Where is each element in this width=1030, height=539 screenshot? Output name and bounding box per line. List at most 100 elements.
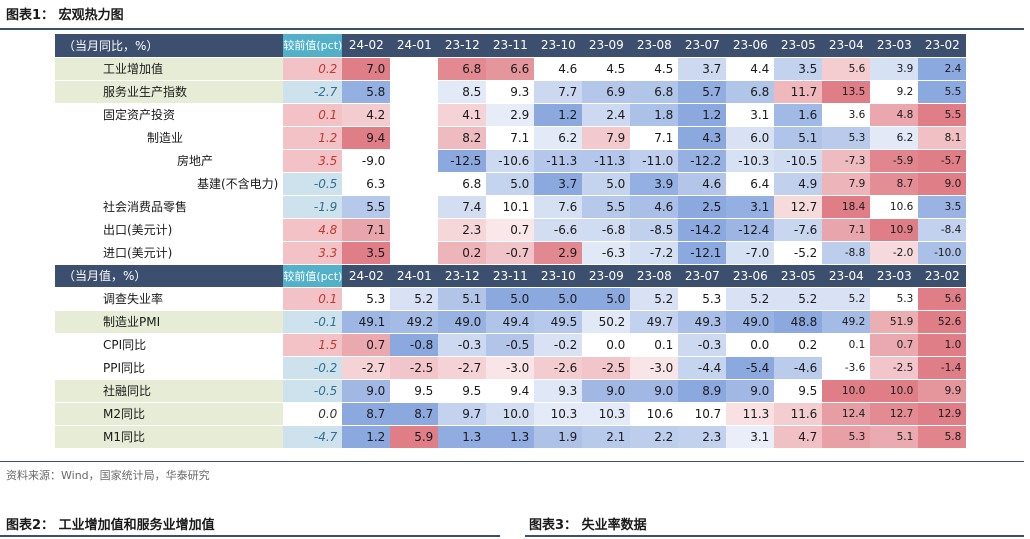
heat-cell: 4.5 — [630, 57, 679, 81]
heat-cell: 5.2 — [822, 287, 871, 311]
row-label: 社会消费品零售 — [55, 195, 284, 219]
heat-cell: 4.8 — [870, 103, 919, 127]
heat-cell: 9.2 — [870, 80, 919, 104]
heat-cell: 1.2 — [678, 103, 727, 127]
title-rule — [0, 28, 1024, 30]
heat-cell: -8.8 — [822, 241, 871, 265]
heat-cell: -2.5 — [582, 356, 631, 380]
heat-cell: 3.1 — [726, 425, 775, 449]
change-value: -0.1 — [283, 310, 343, 334]
heat-cell: 5.8 — [918, 425, 967, 449]
heat-cell: 5.3 — [822, 425, 871, 449]
change-value: 4.8 — [283, 218, 343, 242]
heat-cell: 7.9 — [822, 172, 871, 196]
heat-cell: -0.3 — [438, 333, 487, 357]
month-header: 23-09 — [582, 34, 631, 58]
heat-cell: 49.5 — [534, 310, 583, 334]
row-label: 进口(美元计) — [55, 241, 284, 265]
heat-cell: 4.7 — [774, 425, 823, 449]
heat-cell: 1.2 — [342, 425, 391, 449]
heat-cell: -2.0 — [870, 241, 919, 265]
month-header: 23-02 — [918, 264, 967, 288]
table-row: 社会消费品零售 -1.9 5.5 7.4 10.1 7.6 5.5 4.6 2.5 3.1 12.7… — [55, 195, 967, 219]
heat-cell: 8.1 — [918, 126, 967, 150]
heat-cell: -2.6 — [534, 356, 583, 380]
heat-cell: -8.4 — [918, 218, 967, 242]
heat-cell: 4.2 — [342, 103, 391, 127]
heat-cell: 6.8 — [438, 57, 487, 81]
heat-cell: 6.6 — [486, 57, 535, 81]
heatmap-table: （当月同比，%） 较前值(pct) 24-02 24-01 23-12 23-11 23-1… — [55, 34, 967, 449]
heat-cell: -12.1 — [678, 241, 727, 265]
row-label: 制造业 — [55, 126, 284, 150]
heat-cell: 11.6 — [774, 402, 823, 426]
heat-cell: 49.2 — [822, 310, 871, 334]
heat-cell: 0.2 — [438, 241, 487, 265]
heat-cell: 49.3 — [678, 310, 727, 334]
heat-cell: -12.4 — [726, 218, 775, 242]
heat-cell: 5.1 — [774, 126, 823, 150]
table-row: 服务业生产指数 -2.7 5.8 8.5 9.3 7.7 6.9 6.8 5.7 6.8 11.7 1… — [55, 80, 967, 104]
heat-cell: 5.0 — [486, 172, 535, 196]
heat-cell: 2.5 — [678, 195, 727, 219]
heat-cell: -3.6 — [822, 356, 871, 380]
heat-cell: 4.6 — [630, 195, 679, 219]
heat-cell: 5.7 — [678, 80, 727, 104]
heat-cell: 5.3 — [678, 287, 727, 311]
source-note: 资料来源：Wind，国家统计局，华泰研究 — [6, 469, 210, 482]
heat-cell: 6.2 — [534, 126, 583, 150]
heat-cell: 10.6 — [870, 195, 919, 219]
heat-cell: -11.3 — [582, 149, 631, 173]
heat-cell: 7.4 — [438, 195, 487, 219]
heat-cell: 5.0 — [582, 287, 631, 311]
heat-cell: 9.5 — [438, 379, 487, 403]
figure-title: 图表1： 宏观热力图 — [6, 8, 124, 23]
heat-cell: 8.5 — [438, 80, 487, 104]
heat-cell: 7.9 — [582, 126, 631, 150]
heat-cell: 0.1 — [822, 333, 871, 357]
heat-cell: 7.1 — [486, 126, 535, 150]
change-value: -0.5 — [283, 379, 343, 403]
section-header-label: （当月值，%） — [55, 264, 284, 288]
heat-cell: 1.3 — [438, 425, 487, 449]
figure-2-title: 图表2： 工业增加值和服务业增加值 — [6, 518, 215, 533]
heat-cell: 0.2 — [774, 333, 823, 357]
heat-cell — [390, 103, 439, 127]
heat-cell: 5.5 — [918, 103, 967, 127]
heat-cell: 9.3 — [486, 80, 535, 104]
month-header: 23-07 — [678, 34, 727, 58]
row-label: M1同比 — [55, 425, 284, 449]
heat-cell: 6.8 — [726, 80, 775, 104]
heat-cell: 49.0 — [438, 310, 487, 334]
heat-cell: 8.2 — [438, 126, 487, 150]
change-value: -1.9 — [283, 195, 343, 219]
table-row: 制造业 1.2 9.4 8.2 7.1 6.2 7.9 7.1 4.3 6.0 5.1 5.3 6.2 8… — [55, 126, 967, 150]
heat-cell: 3.1 — [726, 195, 775, 219]
heat-cell — [390, 80, 439, 104]
change-value: 0.0 — [283, 402, 343, 426]
heat-cell: -6.6 — [534, 218, 583, 242]
heat-cell: 5.3 — [342, 287, 391, 311]
heat-cell: -7.2 — [630, 241, 679, 265]
heat-cell: 5.6 — [918, 287, 967, 311]
heat-cell: -5.2 — [774, 241, 823, 265]
heat-cell: 5.5 — [918, 80, 967, 104]
heat-cell: 5.6 — [822, 57, 871, 81]
heat-cell: 4.3 — [678, 126, 727, 150]
heat-cell: 0.7 — [870, 333, 919, 357]
heat-cell: -5.9 — [870, 149, 919, 173]
heat-cell: 9.5 — [774, 379, 823, 403]
heat-cell: -7.6 — [774, 218, 823, 242]
change-value: -4.7 — [283, 425, 343, 449]
month-header: 24-02 — [342, 34, 391, 58]
row-label: 调查失业率 — [55, 287, 284, 311]
heat-cell: 13.5 — [822, 80, 871, 104]
month-header: 23-06 — [726, 34, 775, 58]
heat-cell: 49.0 — [726, 310, 775, 334]
heat-cell: 5.2 — [630, 287, 679, 311]
heat-cell: -5.7 — [918, 149, 967, 173]
row-label: M2同比 — [55, 402, 284, 426]
figure-2-rule — [0, 535, 500, 537]
heat-cell: 2.3 — [438, 218, 487, 242]
heat-cell: 3.1 — [726, 103, 775, 127]
